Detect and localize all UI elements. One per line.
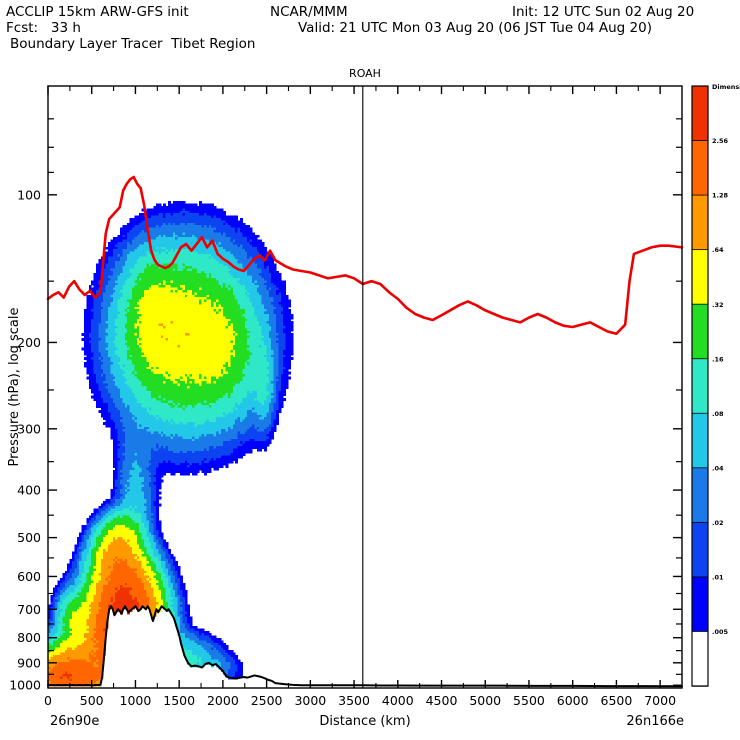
tracer-contour-field	[48, 201, 294, 687]
y-tick-label: 400	[17, 483, 41, 498]
y-tick-label: 200	[17, 335, 41, 350]
colorbar-tick-label: .08	[712, 410, 724, 418]
colorbar-tick-label: .64	[712, 246, 724, 254]
colorbar-band	[691, 467, 709, 524]
header-forecast-hour: Fcst: 33 h	[6, 20, 81, 36]
header-model-line: ACCLIP 15km ARW-GFS init	[6, 4, 189, 20]
y-tick-label: 700	[17, 602, 41, 617]
header-init-time: Init: 12 UTC Sun 02 Aug 20	[512, 4, 695, 20]
x-tick-label: 1500	[163, 693, 195, 708]
y-tick-label: 1000	[9, 678, 41, 693]
header-subtitle: Boundary Layer Tracer Tibet Region	[10, 36, 256, 52]
colorbar-tick-label: .04	[712, 464, 724, 472]
tropopause-trace	[46, 175, 684, 336]
colorbar-tick-label: .005	[712, 628, 729, 636]
colorbar-tick-label: .02	[712, 519, 724, 527]
x-axis: 0 500 1000 1500 2000 2500 3000 3500 4000 4500 5000…	[44, 86, 676, 708]
x-tick-label: 500	[80, 693, 104, 708]
colorbar-tick-label: .32	[712, 301, 724, 309]
colorbar-band	[691, 412, 709, 469]
y-axis: 100 200 300 400 500 600 700 800 900 1000	[9, 118, 682, 693]
y-tick-label: 300	[17, 421, 41, 436]
colorbar-band	[691, 194, 709, 251]
colorbar-tick-label: .01	[712, 574, 724, 582]
colorbar-band	[691, 521, 709, 578]
x-tick-label: 3500	[338, 693, 370, 708]
y-tick-label: 100	[17, 187, 41, 202]
colorbar-tick-label: 1.28	[712, 192, 729, 200]
colorbar: .005 .01 .02 .04 .08 .16 .32 .64 1.28 2.56 Dimensi…	[691, 83, 740, 687]
colorbar-tick-label: .16	[712, 355, 724, 363]
y-axis-title: Pressure (hPa), log scale	[7, 308, 22, 467]
colorbar-band	[691, 576, 709, 633]
colorbar-band	[691, 85, 709, 142]
header-center: NCAR/MMM	[270, 4, 348, 20]
y-tick-label: 500	[17, 530, 41, 545]
colorbar-band	[691, 140, 709, 196]
y-tick-label: 900	[17, 655, 41, 670]
colorbar-units-label: Dimensionless	[712, 83, 740, 91]
x-tick-label: 4000	[382, 693, 414, 708]
x-start-coordinate-label: 26n90e	[50, 714, 99, 729]
colorbar-band	[691, 249, 709, 305]
x-end-coordinate-label: 26n166e	[626, 714, 684, 729]
x-tick-label: 5000	[469, 693, 501, 708]
x-tick-label: 3000	[294, 693, 326, 708]
x-tick-label: 5500	[513, 693, 545, 708]
x-tick-label: 7000	[644, 693, 676, 708]
colorbar-band	[691, 358, 709, 414]
axis-titles: ROAH Distance (km) Pressure (hPa), log sca…	[7, 67, 684, 729]
terrain-profile	[47, 605, 683, 688]
plot-frame	[47, 85, 683, 689]
header-valid-time: Valid: 21 UTC Mon 03 Aug 20 (06 JST Tue …	[298, 20, 652, 36]
x-tick-label: 2000	[207, 693, 239, 708]
x-tick-label: 0	[44, 693, 52, 708]
x-tick-label: 6500	[601, 693, 633, 708]
y-tick-label: 600	[17, 569, 41, 584]
x-tick-label: 1000	[120, 693, 152, 708]
colorbar-band	[691, 303, 709, 360]
x-tick-label: 2500	[251, 693, 283, 708]
plot-title: ROAH	[349, 67, 381, 80]
y-tick-label: 800	[17, 630, 41, 645]
colorbar-tick-label: 2.56	[712, 137, 729, 145]
colorbar-band	[691, 631, 709, 687]
x-tick-label: 4500	[426, 693, 458, 708]
x-tick-label: 6000	[557, 693, 589, 708]
x-axis-title: Distance (km)	[319, 714, 410, 729]
